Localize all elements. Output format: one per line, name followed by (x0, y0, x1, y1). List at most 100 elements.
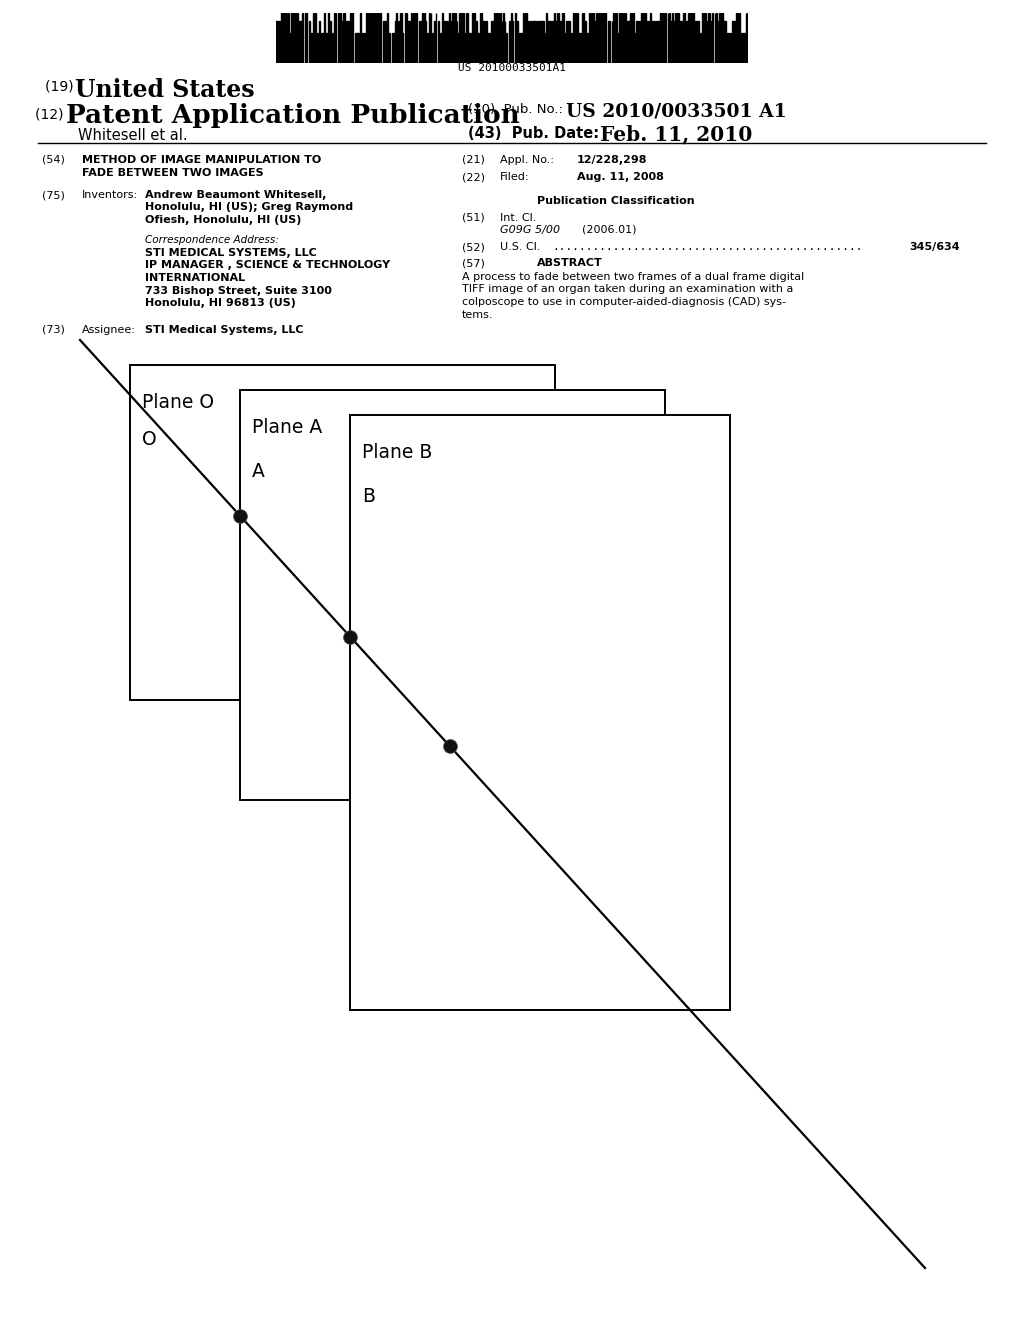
Bar (730, 33, 731, 63)
Bar (482, 21, 484, 63)
Text: ..............................................: ........................................… (552, 242, 862, 252)
Bar (351, 13, 353, 63)
Text: Inventors:: Inventors: (82, 190, 138, 201)
Bar (552, 21, 553, 63)
Bar (562, 13, 564, 63)
Bar (588, 33, 589, 63)
Bar (598, 13, 601, 63)
Bar (350, 414, 730, 1010)
Bar (519, 33, 522, 63)
Bar (392, 33, 394, 63)
Bar (310, 33, 312, 63)
Text: Correspondence Address:: Correspondence Address: (145, 235, 279, 246)
Bar (441, 13, 443, 63)
Bar (313, 13, 315, 63)
Bar (292, 13, 293, 63)
Bar (404, 13, 408, 63)
Bar (338, 13, 339, 63)
Bar (240, 389, 665, 800)
Bar (726, 33, 729, 63)
Bar (560, 21, 562, 63)
Bar (334, 13, 337, 63)
Bar (736, 13, 738, 63)
Text: Plane A: Plane A (252, 418, 323, 437)
Bar (386, 13, 388, 63)
Text: Andrew Beaumont Whitesell,: Andrew Beaumont Whitesell, (145, 190, 327, 201)
Bar (708, 13, 710, 63)
Bar (499, 13, 501, 63)
Text: (19): (19) (45, 81, 78, 94)
Bar (509, 21, 510, 63)
Text: B: B (362, 487, 375, 506)
Text: (54): (54) (42, 154, 65, 165)
Text: United States: United States (75, 78, 255, 102)
Bar (397, 21, 399, 63)
Bar (647, 21, 649, 63)
Bar (394, 21, 396, 63)
Bar (506, 33, 507, 63)
Text: IP MANAGER , SCIENCE & TECHNOLOGY: IP MANAGER , SCIENCE & TECHNOLOGY (145, 260, 390, 271)
Bar (651, 21, 655, 63)
Bar (316, 33, 318, 63)
Bar (683, 13, 685, 63)
Bar (376, 13, 380, 63)
Text: Plane B: Plane B (362, 444, 432, 462)
Bar (468, 33, 471, 63)
Bar (412, 13, 413, 63)
Bar (723, 21, 726, 63)
Bar (294, 13, 298, 63)
Bar (604, 13, 606, 63)
Text: U.S. Cl.: U.S. Cl. (500, 242, 541, 252)
Bar (374, 13, 375, 63)
Text: A process to fade between two frames of a dual frame digital: A process to fade between two frames of … (462, 272, 804, 282)
Bar (455, 13, 456, 63)
Text: (21): (21) (462, 154, 485, 165)
Bar (628, 21, 630, 63)
Text: (10)  Pub. No.:: (10) Pub. No.: (468, 103, 563, 116)
Bar (680, 21, 682, 63)
Bar (467, 13, 468, 63)
Text: INTERNATIONAL: INTERNATIONAL (145, 273, 245, 282)
Text: Int. Cl.: Int. Cl. (500, 213, 537, 223)
Text: Patent Application Publication: Patent Application Publication (66, 103, 520, 128)
Bar (613, 13, 614, 63)
Bar (490, 21, 494, 63)
Text: Plane O: Plane O (142, 393, 214, 412)
Text: (22): (22) (462, 172, 485, 182)
Text: TIFF image of an organ taken during an examination with a: TIFF image of an organ taken during an e… (462, 285, 794, 294)
Bar (355, 33, 358, 63)
Bar (572, 13, 575, 63)
Bar (634, 33, 636, 63)
Bar (419, 21, 421, 63)
Text: (52): (52) (462, 242, 485, 252)
Text: US 2010/0033501 A1: US 2010/0033501 A1 (566, 103, 786, 121)
Bar (677, 13, 679, 63)
Text: (57): (57) (462, 257, 485, 268)
Bar (346, 21, 347, 63)
Bar (399, 13, 402, 63)
Bar (575, 13, 578, 63)
Bar (443, 21, 446, 63)
Text: Honolulu, HI (US); Greg Raymond: Honolulu, HI (US); Greg Raymond (145, 202, 353, 213)
Text: (73): (73) (42, 325, 65, 335)
Text: 345/634: 345/634 (909, 242, 961, 252)
Text: US 20100033501A1: US 20100033501A1 (458, 63, 566, 73)
Text: STI Medical Systems, LLC: STI Medical Systems, LLC (145, 325, 303, 335)
Bar (343, 13, 345, 63)
Text: FADE BETWEEN TWO IMAGES: FADE BETWEEN TWO IMAGES (82, 168, 263, 177)
Bar (369, 13, 370, 63)
Text: Appl. No.:: Appl. No.: (500, 154, 554, 165)
Bar (721, 13, 723, 63)
Text: ABSTRACT: ABSTRACT (537, 257, 603, 268)
Bar (321, 33, 324, 63)
Bar (383, 21, 384, 63)
Bar (531, 21, 536, 63)
Point (441, 735, 458, 756)
Bar (733, 21, 735, 63)
Bar (579, 33, 581, 63)
Bar (283, 13, 287, 63)
Bar (130, 366, 555, 700)
Bar (589, 13, 591, 63)
Bar (523, 13, 524, 63)
Bar (688, 13, 691, 63)
